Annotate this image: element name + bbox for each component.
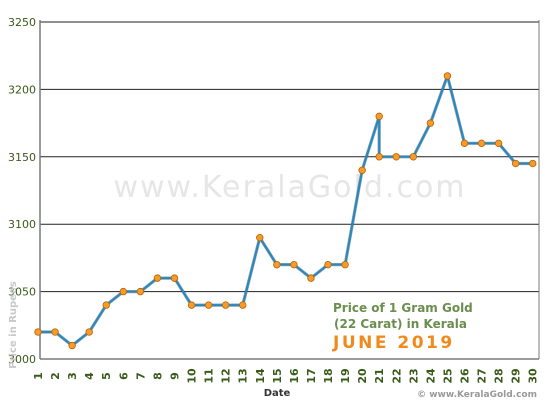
x-tick-label: 2 <box>49 372 62 380</box>
x-tick-label: 27 <box>476 368 489 383</box>
x-tick-label: 4 <box>83 372 96 380</box>
data-point <box>273 260 281 269</box>
data-point <box>426 119 435 127</box>
x-tick-label: 11 <box>203 368 216 383</box>
x-tick-label: 13 <box>237 368 250 383</box>
chart-period: JUNE 2019 <box>332 333 455 353</box>
y-tick-label: 3200 <box>8 83 36 96</box>
y-axis-title: Price in Rupees <box>8 281 19 368</box>
chart-title: Price of 1 Gram Gold <box>333 301 473 315</box>
data-point <box>85 328 93 336</box>
x-tick-label: 16 <box>288 368 301 384</box>
data-point <box>204 301 213 309</box>
y-tick-label: 3050 <box>8 286 36 299</box>
x-tick-label: 9 <box>168 372 181 380</box>
data-point <box>187 301 196 309</box>
x-tick-label: 26 <box>459 368 472 384</box>
data-point <box>102 301 110 309</box>
x-tick-label: 15 <box>271 368 284 383</box>
x-tick-label: 17 <box>305 368 318 383</box>
data-point <box>511 159 520 168</box>
data-point <box>51 328 59 336</box>
data-point <box>341 260 349 269</box>
x-tick-label: 22 <box>390 368 403 383</box>
data-point <box>153 274 162 282</box>
x-tick-label: 30 <box>527 368 540 384</box>
x-tick-label: 8 <box>151 372 164 380</box>
data-point <box>290 260 298 269</box>
data-point <box>375 112 383 121</box>
x-tick-label: 10 <box>186 368 199 384</box>
data-point <box>477 139 486 148</box>
x-tick-label: 29 <box>510 368 523 383</box>
data-point <box>119 287 127 296</box>
y-tick-label: 3150 <box>8 151 36 164</box>
x-tick-label: 7 <box>134 372 147 380</box>
x-tick-label: 19 <box>339 368 352 383</box>
x-tick-label: 25 <box>441 368 454 383</box>
data-point <box>443 72 452 80</box>
data-point <box>221 301 230 309</box>
x-tick-label: 6 <box>117 372 130 380</box>
x-tick-label: 12 <box>220 368 233 383</box>
chart-subtitle: (22 Carat) in Kerala <box>334 317 467 331</box>
data-point <box>256 233 264 242</box>
data-point <box>170 274 179 282</box>
data-point <box>307 274 315 282</box>
x-tick-label: 21 <box>373 368 386 383</box>
data-point <box>136 287 145 296</box>
x-tick-label: 3 <box>66 372 79 380</box>
x-tick-label: 5 <box>100 372 113 380</box>
data-point <box>529 159 537 168</box>
data-point <box>358 166 366 174</box>
data-point <box>68 341 76 350</box>
data-point <box>375 153 383 161</box>
data-point <box>239 301 247 309</box>
x-tick-label: 24 <box>424 368 437 384</box>
data-point <box>34 328 42 336</box>
y-tick-label: 3000 <box>8 353 36 366</box>
y-tick-label: 3100 <box>8 218 36 231</box>
x-tick-label: 20 <box>356 368 369 384</box>
watermark-text: www.KeralaGold.com <box>113 170 466 205</box>
y-tick-label: 3250 <box>8 16 36 29</box>
footer-credit: © www.KeralaGold.com <box>417 390 537 400</box>
data-point <box>494 139 503 148</box>
data-point <box>324 260 332 269</box>
data-point <box>392 153 400 161</box>
x-tick-label: 1 <box>32 372 45 380</box>
data-point <box>409 153 418 161</box>
x-tick-label: 18 <box>322 368 335 383</box>
x-tick-label: 14 <box>254 368 267 384</box>
data-point <box>460 139 469 148</box>
x-tick-label: 23 <box>407 368 420 383</box>
x-axis-title: Date <box>264 388 291 399</box>
x-tick-label: 28 <box>493 368 506 383</box>
